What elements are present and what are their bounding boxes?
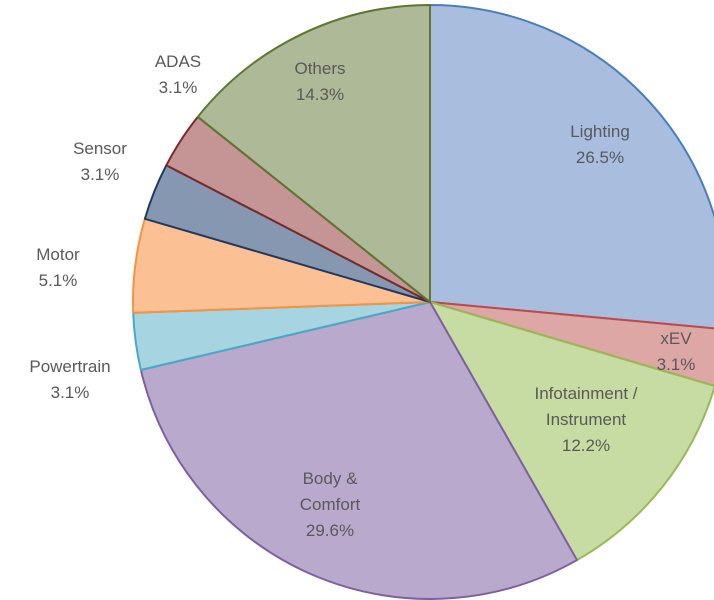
slice-label: xEV 3.1%	[646, 326, 706, 378]
category-label: Others	[294, 59, 346, 78]
category-label: Powertrain	[29, 357, 111, 376]
value-label: 3.1%	[656, 355, 696, 374]
value-label: 3.1%	[80, 165, 120, 184]
value-label: 3.1%	[50, 383, 90, 402]
value-label: 5.1%	[38, 271, 78, 290]
pie-slice	[429, 4, 714, 330]
slice-label: Powertrain 3.1%	[10, 354, 130, 406]
slice-label: Body & Comfort 29.6%	[280, 466, 380, 544]
category-label: Body & Comfort	[299, 469, 361, 514]
value-label: 26.5%	[575, 148, 625, 167]
value-label: 12.2%	[561, 436, 611, 455]
pie-slice	[429, 301, 714, 387]
category-label: xEV	[660, 329, 692, 348]
slice-label: Others 14.3%	[270, 56, 370, 108]
pie-slice	[139, 301, 579, 600]
category-label: Lighting	[570, 122, 630, 141]
pie-slice	[196, 4, 431, 303]
value-label: 14.3%	[295, 85, 345, 104]
slice-label: ADAS 3.1%	[128, 49, 228, 101]
category-label: Infotainment / Instrument	[534, 384, 638, 429]
category-label: Motor	[36, 245, 80, 264]
slice-label: Motor 5.1%	[8, 242, 108, 294]
value-label: 3.1%	[158, 78, 198, 97]
value-label: 29.6%	[305, 521, 355, 540]
slice-label: Sensor 3.1%	[50, 136, 150, 188]
category-label: Sensor	[73, 139, 127, 158]
slice-label: Infotainment / Instrument 12.2%	[511, 381, 661, 459]
pie-slice	[429, 301, 714, 562]
slice-label: Lighting 26.5%	[540, 119, 660, 171]
category-label: ADAS	[154, 52, 202, 71]
